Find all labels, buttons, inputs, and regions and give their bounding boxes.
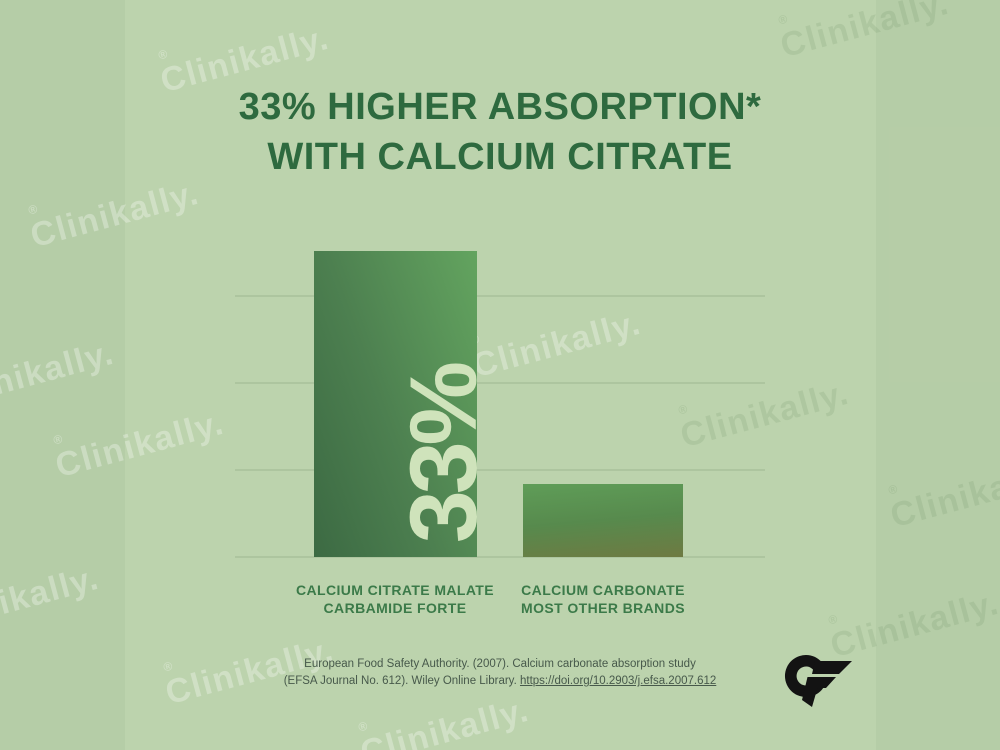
citation: European Food Safety Authority. (2007). …: [0, 656, 1000, 690]
bar-calcium-citrate: 33%: [314, 251, 497, 557]
clinikally-watermark: ®Clinikally.: [52, 404, 229, 486]
citation-line-2-text: (EFSA Journal No. 612). Wiley Online Lib…: [283, 675, 520, 687]
bar-label-line-2: MOST OTHER BRANDS: [521, 599, 685, 616]
registered-mark: ®: [886, 481, 899, 498]
brand-logo: [779, 648, 859, 714]
registered-mark: ®: [51, 431, 64, 448]
bar-label-line-2: CARBAMIDE FORTE: [323, 599, 467, 616]
bar-label-line-1: CALCIUM CITRATE MALATE: [295, 582, 495, 598]
watermark-text: Clinikally.: [51, 403, 229, 486]
page-title: 33% HIGHER ABSORPTION* WITH CALCIUM CITR…: [0, 82, 1000, 182]
clinikally-watermark: ®Clinikally.: [0, 559, 103, 641]
watermark-text: Clinikally.: [0, 333, 119, 416]
watermark-text: Clinikally.: [26, 173, 204, 256]
cf-monogram-icon: [784, 655, 852, 707]
gridline: [235, 295, 765, 297]
citation-line-1: European Food Safety Authority. (2007). …: [304, 658, 696, 670]
bar-label-calcium-citrate: CALCIUM CITRATE MALATE CARBAMIDE FORTE: [265, 582, 525, 617]
registered-mark: ®: [776, 11, 789, 28]
clinikally-watermark: ®Clinikally.: [0, 334, 118, 416]
gridline: [235, 469, 765, 471]
registered-mark: ®: [26, 201, 39, 218]
watermark-text: Clinikally.: [776, 0, 954, 66]
clinikally-watermark: ®Clinikally.: [677, 374, 854, 456]
gridline: [235, 382, 765, 384]
doi-link[interactable]: https://doi.org/10.2903/j.efsa.2007.612: [519, 675, 717, 687]
watermark-text: Clinikally.: [886, 453, 1000, 536]
title-line-2: WITH CALCIUM CITRATE: [267, 136, 733, 178]
watermark-text: Clinikally.: [356, 690, 534, 750]
bar-calcium-carbonate: [523, 484, 683, 557]
citation-line-2: (EFSA Journal No. 612). Wiley Online Lib…: [0, 673, 1000, 690]
clinikally-watermark: ®Clinikally.: [357, 691, 534, 750]
bar-annotation-33-percent: 33%: [390, 364, 497, 543]
watermark-text: Clinikally.: [676, 373, 854, 456]
clinikally-watermark: ®Clinikally.: [887, 454, 1000, 536]
registered-mark: ®: [676, 401, 689, 418]
clinikally-watermark: ®Clinikally.: [27, 174, 204, 256]
registered-mark: ®: [156, 46, 169, 63]
registered-mark: ®: [826, 611, 839, 628]
registered-mark: ®: [356, 718, 369, 735]
title-line-1: 33% HIGHER ABSORPTION*: [238, 86, 762, 128]
clinikally-watermark: ®Clinikally.: [777, 0, 954, 66]
gridline: [235, 556, 765, 558]
watermark-text: Clinikally.: [0, 558, 104, 641]
bar-label-line-1: CALCIUM CARBONATE: [521, 582, 685, 598]
bar-label-calcium-carbonate: CALCIUM CARBONATE MOST OTHER BRANDS: [473, 582, 733, 617]
